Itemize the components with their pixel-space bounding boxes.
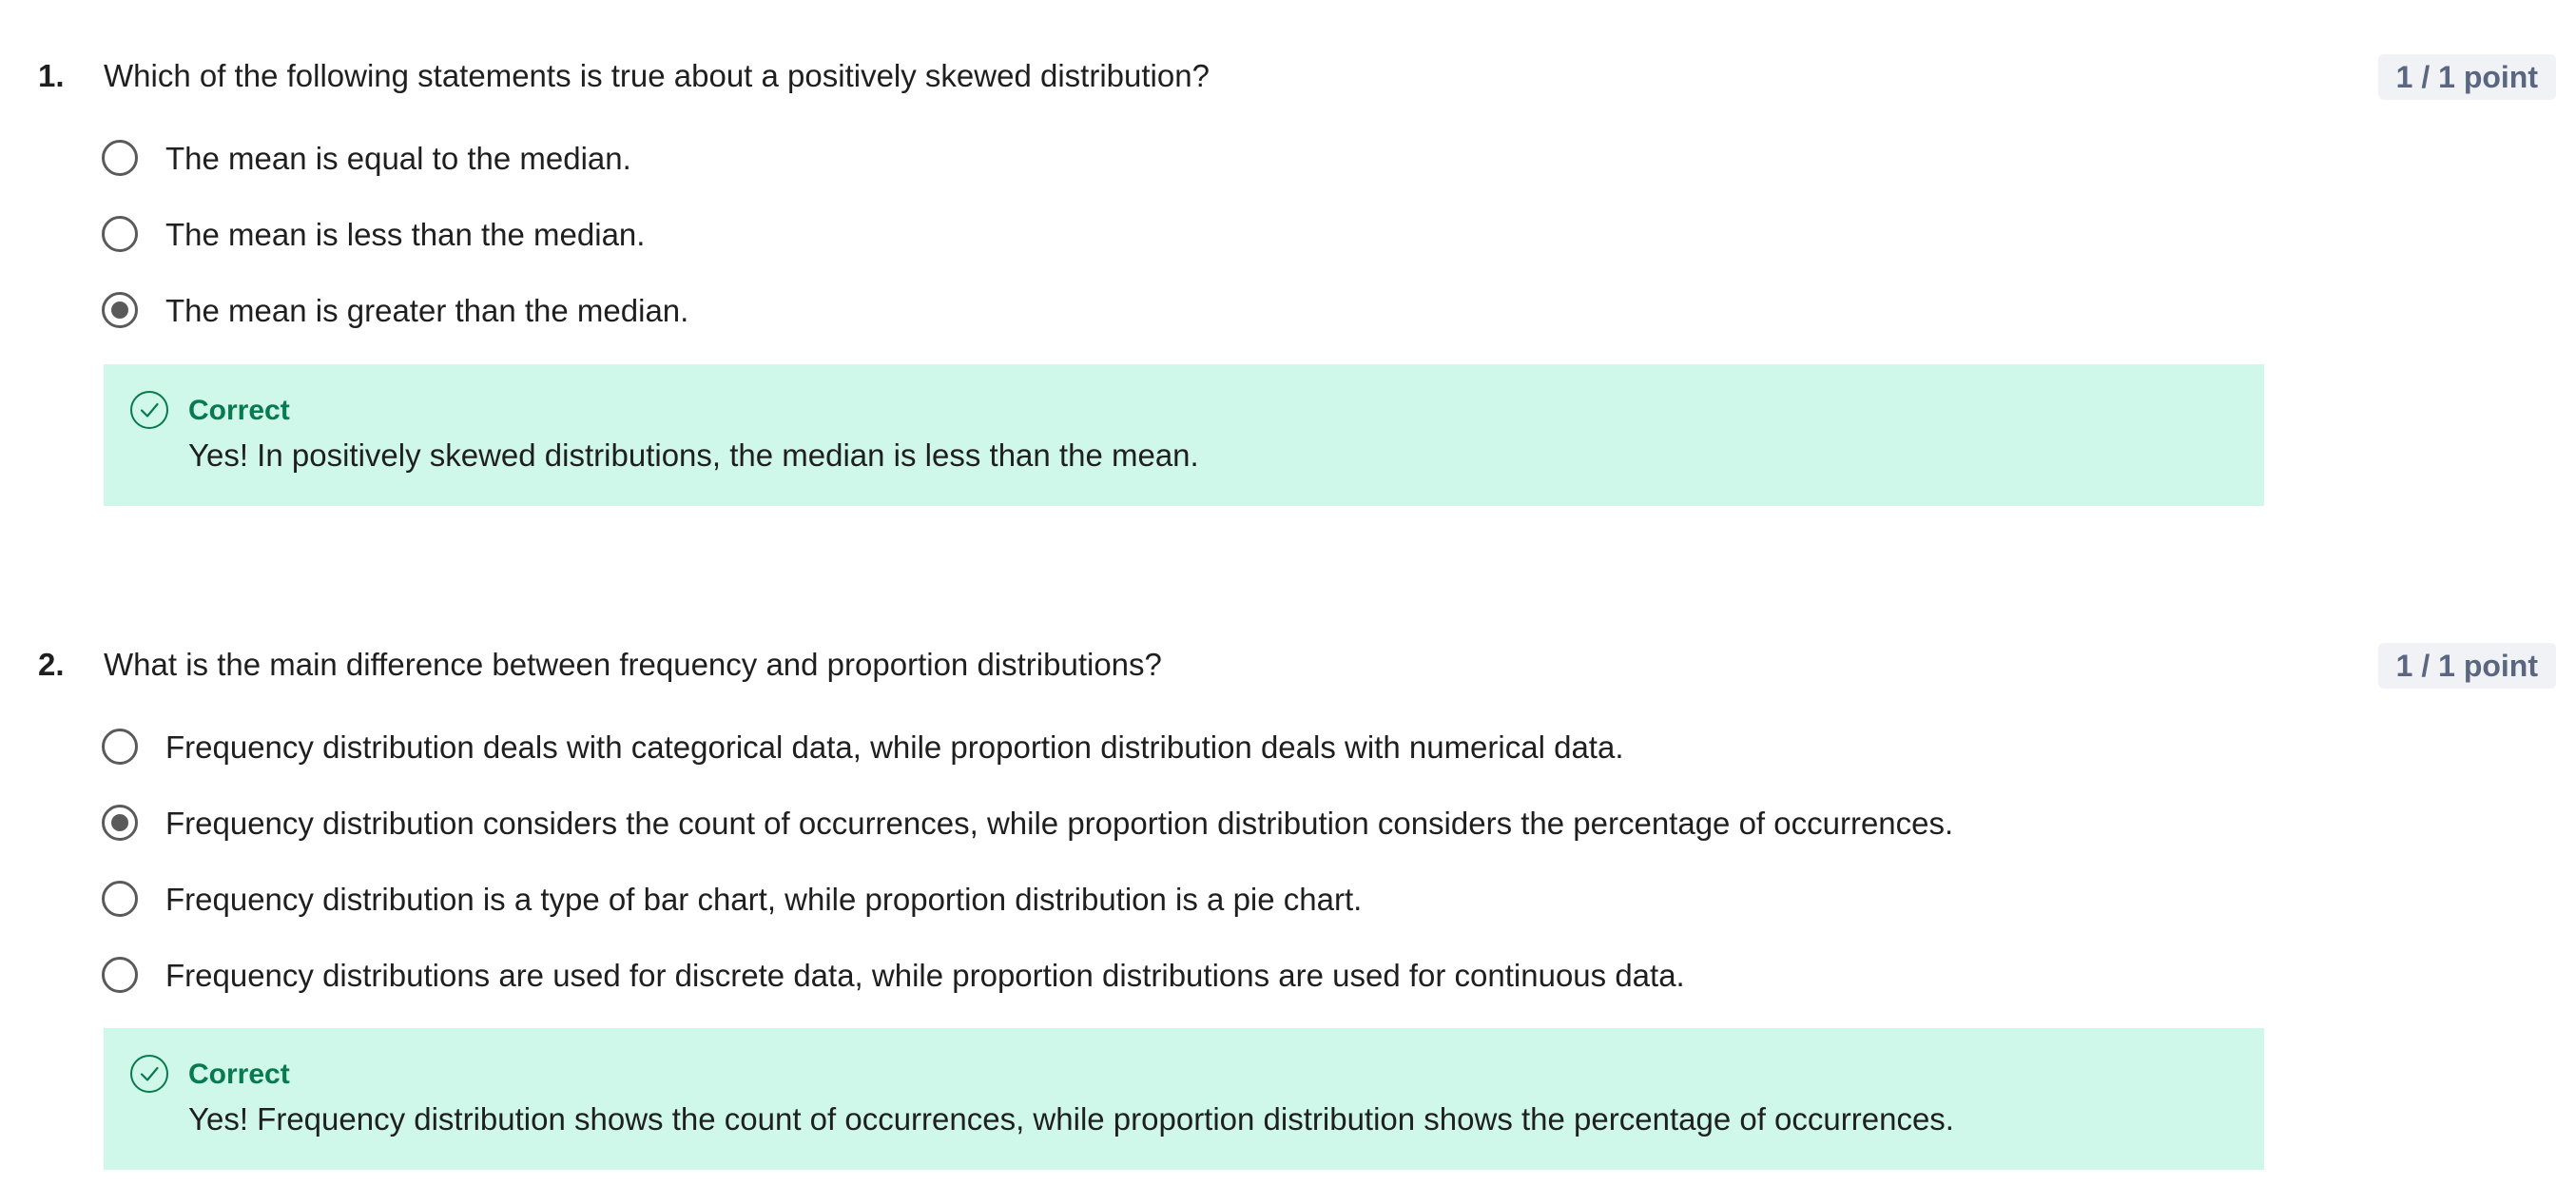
option-discrete-vs-continuous[interactable]: Frequency distributions are used for dis… — [102, 955, 1953, 1031]
option-bar-vs-pie-chart[interactable]: Frequency distribution is a type of bar … — [102, 879, 1953, 955]
radio-button-selected[interactable] — [102, 292, 138, 328]
option-label: The mean is equal to the median. — [165, 141, 631, 176]
radio-button-selected[interactable] — [102, 805, 138, 841]
radio-button[interactable] — [102, 216, 138, 252]
radio-button[interactable] — [102, 140, 138, 176]
option-label: The mean is less than the median. — [165, 217, 646, 252]
feedback-status: Correct — [188, 395, 290, 426]
question-number: 1. — [38, 58, 65, 93]
radio-button[interactable] — [102, 729, 138, 765]
radio-button[interactable] — [102, 957, 138, 993]
option-categorical-vs-numerical[interactable]: Frequency distribution deals with catego… — [102, 727, 1953, 803]
check-circle-icon — [130, 391, 168, 429]
feedback-status: Correct — [188, 1059, 290, 1090]
option-label: The mean is greater than the median. — [165, 293, 689, 328]
option-count-vs-percentage[interactable]: Frequency distribution considers the cou… — [102, 803, 1953, 879]
option-mean-less-than-median[interactable]: The mean is less than the median. — [102, 214, 688, 290]
option-label: Frequency distribution considers the cou… — [165, 806, 1954, 841]
feedback-text: Yes! Frequency distribution shows the co… — [188, 1101, 1954, 1137]
feedback-correct: Correct Yes! In positively skewed distri… — [104, 364, 2264, 506]
option-label: Frequency distribution deals with catego… — [165, 729, 1624, 765]
question-text: What is the main difference between freq… — [104, 647, 1162, 682]
answer-options: Frequency distribution deals with catego… — [102, 727, 1953, 1031]
check-circle-icon — [130, 1055, 168, 1093]
feedback-correct: Correct Yes! Frequency distribution show… — [104, 1028, 2264, 1170]
points-badge: 1 / 1 point — [2377, 643, 2556, 689]
option-label: Frequency distributions are used for dis… — [165, 958, 1685, 993]
option-mean-equal-median[interactable]: The mean is equal to the median. — [102, 138, 688, 214]
option-label: Frequency distribution is a type of bar … — [165, 882, 1363, 917]
points-badge: 1 / 1 point — [2377, 54, 2556, 100]
answer-options: The mean is equal to the median. The mea… — [102, 138, 688, 366]
feedback-text: Yes! In positively skewed distributions,… — [188, 437, 1199, 473]
option-mean-greater-than-median[interactable]: The mean is greater than the median. — [102, 290, 688, 366]
question-text: Which of the following statements is tru… — [104, 58, 1210, 93]
radio-button[interactable] — [102, 881, 138, 917]
question-number: 2. — [38, 647, 65, 682]
